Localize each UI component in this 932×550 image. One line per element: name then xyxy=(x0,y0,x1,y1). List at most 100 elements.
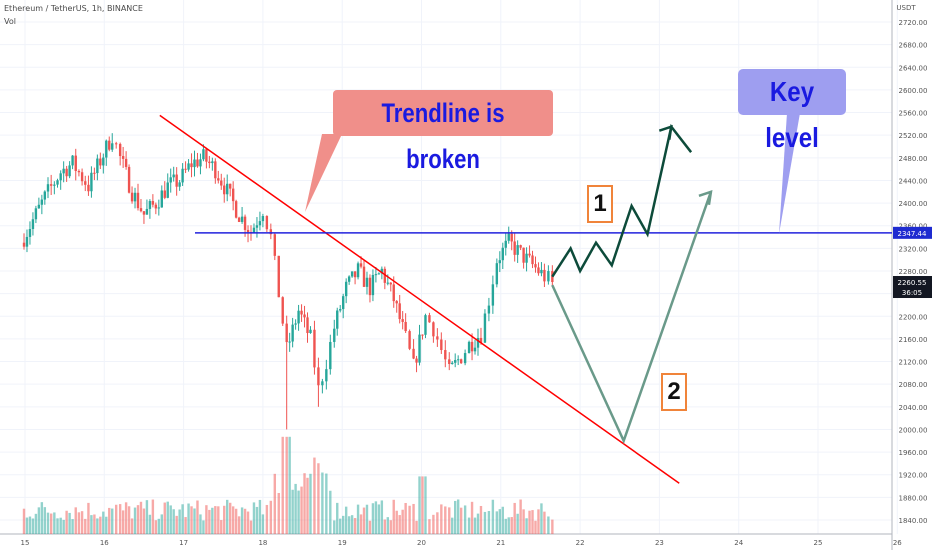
candle-body xyxy=(142,211,146,215)
volume-bar xyxy=(470,501,474,534)
volume-bar xyxy=(255,506,259,534)
candle-body xyxy=(25,236,29,247)
candle-body xyxy=(339,309,342,311)
volume-bar xyxy=(540,503,543,534)
candle-body xyxy=(124,158,128,167)
volume-bar xyxy=(321,472,324,534)
candle-body xyxy=(37,204,41,209)
candle-body xyxy=(347,276,351,282)
time-axis-tick: 16 xyxy=(100,539,109,547)
candle-body xyxy=(398,303,401,320)
volume-bar xyxy=(249,520,253,534)
volume-bar xyxy=(77,512,81,534)
volume-bar xyxy=(74,507,77,534)
volume-bar xyxy=(317,463,320,534)
price-axis-tick: 1840.00 xyxy=(899,517,928,525)
candle-body xyxy=(172,174,175,178)
scenario-2-path xyxy=(551,191,713,445)
scenario-2-label[interactable]: 2 xyxy=(661,373,687,411)
candle-body xyxy=(154,204,158,209)
volume-bar xyxy=(34,513,38,534)
candle-body xyxy=(28,229,32,237)
volume-bar xyxy=(136,505,140,534)
candle-body xyxy=(380,268,384,274)
candle-body xyxy=(383,268,387,283)
candle-body xyxy=(59,173,62,181)
volume-bar xyxy=(184,517,187,534)
volume-bar xyxy=(56,518,59,534)
volume-bar xyxy=(491,499,495,534)
candle-body xyxy=(184,168,187,170)
volume-bar xyxy=(273,473,276,534)
volume-bar xyxy=(80,511,84,534)
trendline xyxy=(159,114,680,484)
volume-bar xyxy=(291,489,294,534)
candle-body xyxy=(49,184,53,186)
volume-bar xyxy=(31,518,35,534)
candle-body xyxy=(531,255,534,265)
price-axis-tick: 2440.00 xyxy=(899,177,928,185)
volume-bar xyxy=(451,517,454,534)
candle-body xyxy=(483,313,487,343)
candle-body xyxy=(62,168,65,174)
volume-bar xyxy=(193,508,196,534)
candle-body xyxy=(193,159,196,168)
volume-bar xyxy=(392,499,395,534)
volume-bar xyxy=(202,520,205,534)
volume-bar xyxy=(395,510,398,534)
candle-body xyxy=(522,247,525,263)
candle-body xyxy=(246,229,250,233)
scenario-1-label[interactable]: 1 xyxy=(587,185,613,223)
volume-bar xyxy=(205,505,208,534)
candle-body xyxy=(440,339,443,351)
candle-body xyxy=(65,168,68,177)
volume-bar xyxy=(377,504,381,534)
volume-bar xyxy=(169,505,172,534)
volume-bar xyxy=(463,505,467,534)
volume-bar xyxy=(40,502,44,534)
candle-body xyxy=(87,184,90,192)
price-axis-tick: 2200.00 xyxy=(899,313,928,321)
candle-body xyxy=(288,341,291,343)
candle-body xyxy=(96,158,99,174)
price-axis-currency: USDT xyxy=(896,4,916,12)
candle-body xyxy=(516,245,519,255)
volume-bar xyxy=(432,514,435,534)
candle-body xyxy=(285,323,288,343)
candle-body xyxy=(261,216,265,222)
candle-body xyxy=(74,155,77,172)
key-level-callout-text: Key level xyxy=(765,76,819,153)
candle-body xyxy=(534,264,537,268)
candle-body xyxy=(56,180,59,185)
price-axis-tick: 2120.00 xyxy=(899,359,928,367)
volume-bar xyxy=(90,515,93,534)
volume-bar xyxy=(111,508,114,534)
candle-body xyxy=(139,208,143,212)
trendline-callout[interactable]: Trendline is broken xyxy=(333,90,553,174)
price-axis-tick: 1920.00 xyxy=(899,472,928,480)
price-axis-tick: 2680.00 xyxy=(899,42,928,50)
volume-bar xyxy=(154,520,158,534)
candle-body xyxy=(333,328,336,342)
candle-body xyxy=(190,163,193,168)
candle-body xyxy=(428,315,431,323)
volume-bar xyxy=(234,508,238,534)
volume-bar xyxy=(547,516,550,534)
candle-body xyxy=(130,192,134,202)
volume-bar xyxy=(208,509,211,534)
key-level-badge-text: 2347.44 xyxy=(898,230,927,238)
key-level-callout[interactable]: Key level xyxy=(738,69,846,153)
volume-bar xyxy=(288,436,291,534)
volume-bar xyxy=(404,502,407,534)
volume-bar xyxy=(190,506,193,534)
volume-bar xyxy=(281,436,284,534)
time-axis-tick: 15 xyxy=(21,539,30,547)
volume-bar xyxy=(329,490,332,534)
candle-body xyxy=(495,263,499,285)
volume-bar xyxy=(99,516,102,534)
volume-bar xyxy=(495,511,499,534)
key-level-callout-pointer xyxy=(779,113,800,234)
candle-body xyxy=(404,321,407,332)
candle-body xyxy=(491,284,495,306)
